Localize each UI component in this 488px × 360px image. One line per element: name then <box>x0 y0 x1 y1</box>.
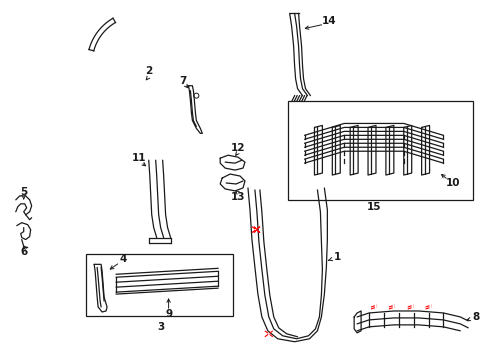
Text: 15: 15 <box>366 202 381 212</box>
Text: 12: 12 <box>230 143 245 153</box>
Text: 14: 14 <box>322 16 336 26</box>
Bar <box>86 255 233 316</box>
Text: 8: 8 <box>471 312 479 322</box>
Text: 5: 5 <box>20 187 27 197</box>
Text: 9: 9 <box>164 309 172 319</box>
Text: 10: 10 <box>445 178 460 188</box>
Text: 2: 2 <box>145 66 152 76</box>
Text: 3: 3 <box>157 322 164 332</box>
Text: 11: 11 <box>131 153 146 163</box>
Text: 6: 6 <box>20 247 27 257</box>
Text: 7: 7 <box>179 76 186 86</box>
Text: 1: 1 <box>333 252 340 262</box>
Text: 13: 13 <box>230 192 245 202</box>
Text: 4: 4 <box>119 255 126 264</box>
Bar <box>287 100 472 200</box>
